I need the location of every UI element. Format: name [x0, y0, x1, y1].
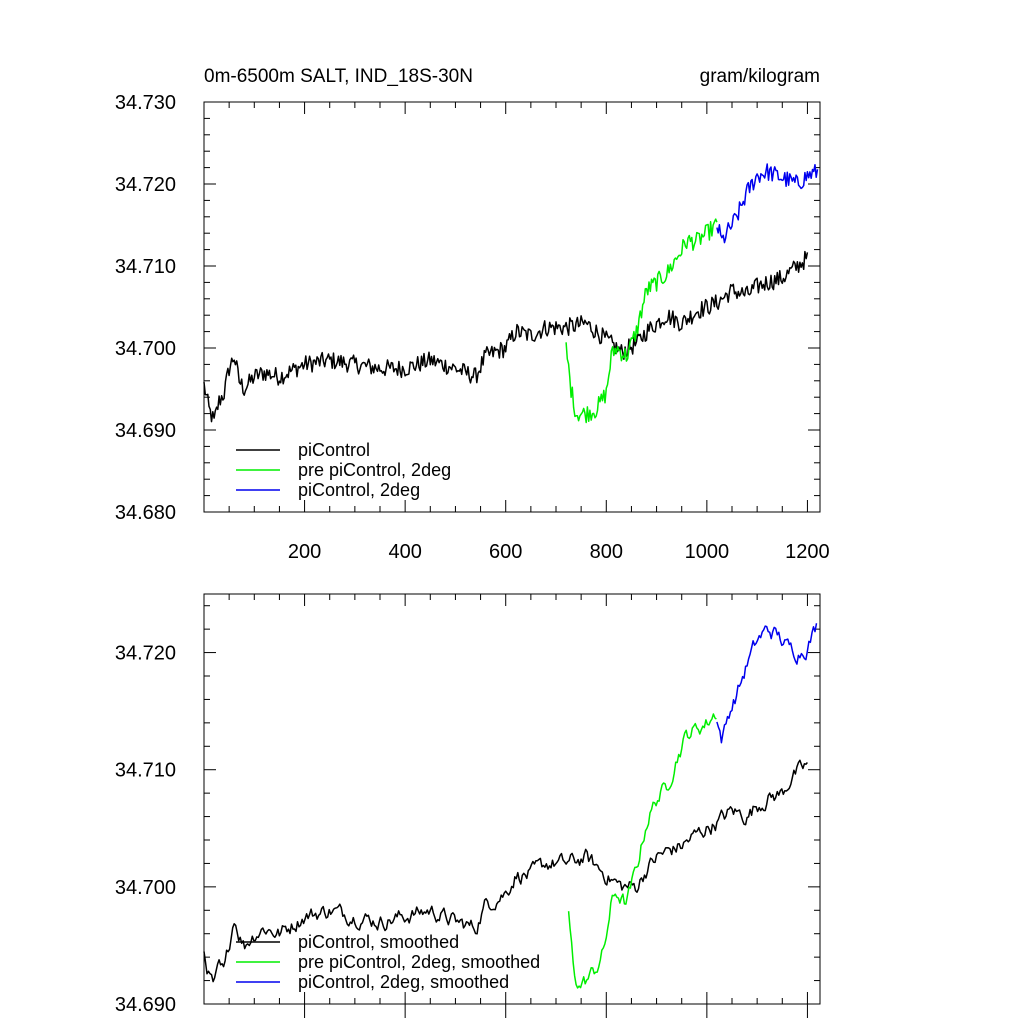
- legend-label: pre piControl, 2deg, smoothed: [298, 952, 540, 972]
- x-tick-label: 800: [590, 541, 623, 563]
- top-panel: 0m-6500m SALT, IND_18S-30N gram/kilogram…: [115, 66, 830, 563]
- legend-label: piControl, 2deg: [298, 480, 420, 500]
- legend-label: piControl, smoothed: [298, 932, 459, 952]
- bottom-panel: 34.690 34.700 34.710 34.720 piControl, smoot…: [115, 593, 821, 1018]
- y-tick-label: 34.680: [115, 502, 176, 524]
- units-label: gram/kilogram: [700, 66, 820, 87]
- y-tick-label: 34.710: [115, 256, 176, 278]
- y-tick-label: 34.710: [115, 760, 176, 782]
- x-tick-label: 600: [489, 541, 522, 563]
- y-tick-label: 34.720: [115, 174, 176, 196]
- y-tick-label: 34.700: [115, 877, 176, 899]
- y-tick-label: 34.690: [115, 420, 176, 442]
- x-tick-label: 200: [288, 541, 321, 563]
- x-tick-label: 400: [388, 541, 421, 563]
- y-tick-label: 34.700: [115, 338, 176, 360]
- legend-label: pre piControl, 2deg: [298, 460, 451, 480]
- legend-label: piControl, 2deg, smoothed: [298, 972, 509, 992]
- series-line: [565, 218, 718, 424]
- series-line: [716, 163, 819, 244]
- x-tick-label: 1000: [685, 541, 730, 563]
- legend-label: piControl: [298, 440, 370, 460]
- y-tick-label: 34.720: [115, 643, 176, 665]
- series-line: [203, 759, 808, 983]
- chart-title: 0m-6500m SALT, IND_18S-30N: [204, 66, 473, 87]
- series-line: [567, 713, 717, 989]
- y-tick-label: 34.730: [115, 92, 176, 114]
- y-tick-label: 34.690: [115, 994, 176, 1016]
- plot-frame: [203, 101, 821, 513]
- series-line: [716, 623, 818, 744]
- plot-frame: [203, 593, 821, 1005]
- x-tick-label: 1200: [785, 541, 830, 563]
- series-line: [203, 250, 809, 423]
